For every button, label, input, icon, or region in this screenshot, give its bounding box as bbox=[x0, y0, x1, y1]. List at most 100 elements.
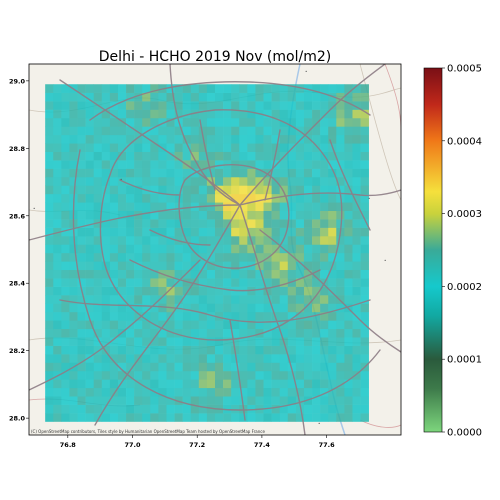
heatmap-cell bbox=[215, 227, 224, 237]
road-east bbox=[239, 189, 401, 206]
heatmap-cell bbox=[93, 244, 103, 254]
heatmap-cell bbox=[190, 295, 200, 304]
heatmap-cell bbox=[61, 370, 70, 380]
heatmap-cell bbox=[328, 370, 337, 380]
x-tick-label: 77.6 bbox=[319, 441, 336, 449]
heatmap-cell bbox=[247, 311, 256, 321]
heatmap-cell bbox=[287, 160, 297, 169]
heatmap-cell bbox=[303, 202, 313, 212]
heatmap-cell bbox=[150, 109, 159, 119]
heatmap-cell bbox=[190, 303, 200, 313]
heatmap-cell bbox=[93, 92, 103, 102]
heatmap-cell bbox=[231, 219, 240, 228]
heatmap-cell bbox=[198, 219, 208, 228]
heatmap-cell bbox=[352, 337, 361, 346]
heatmap-cell bbox=[263, 261, 272, 271]
heatmap-cell bbox=[93, 252, 103, 262]
heatmap-cell bbox=[271, 379, 280, 389]
heatmap-cell bbox=[271, 244, 280, 254]
heatmap-cell bbox=[134, 303, 143, 313]
heatmap-cell bbox=[61, 311, 70, 321]
heatmap-cell bbox=[352, 413, 361, 422]
heatmap-cell bbox=[360, 219, 369, 228]
heatmap-cell bbox=[255, 337, 264, 346]
heatmap-cell bbox=[336, 210, 345, 220]
heatmap-cell bbox=[85, 337, 94, 346]
heatmap-cell bbox=[295, 227, 305, 237]
heatmap-cell bbox=[336, 379, 345, 389]
heatmap-cell bbox=[295, 337, 305, 346]
heatmap-cell bbox=[109, 185, 119, 195]
heatmap-cell bbox=[303, 210, 313, 220]
place-label: • bbox=[318, 421, 320, 426]
heatmap-cell bbox=[198, 295, 208, 304]
heatmap-cell bbox=[295, 202, 305, 212]
heatmap-cell bbox=[109, 210, 119, 220]
heatmap-cell bbox=[182, 227, 192, 237]
heatmap-cell bbox=[295, 236, 305, 245]
heatmap-cell bbox=[198, 143, 208, 152]
heatmap-cell bbox=[320, 219, 329, 228]
heatmap-cell bbox=[61, 227, 70, 237]
heatmap-cell bbox=[150, 92, 159, 102]
heatmap-cell bbox=[239, 126, 248, 136]
heatmap-cell bbox=[150, 117, 159, 127]
heatmap-cell bbox=[247, 269, 256, 279]
heatmap-cell bbox=[287, 176, 297, 186]
heatmap-cell bbox=[190, 117, 200, 127]
heatmap-cell bbox=[239, 354, 248, 363]
heatmap-cell bbox=[45, 210, 54, 220]
heatmap-cell bbox=[77, 387, 86, 397]
heatmap-cell bbox=[142, 219, 151, 228]
heatmap-cell bbox=[182, 345, 192, 355]
heatmap-cell bbox=[85, 176, 94, 186]
heatmap-cell bbox=[117, 236, 127, 245]
heatmap-cell bbox=[126, 210, 135, 220]
heatmap-cell bbox=[312, 404, 321, 414]
heatmap-cell bbox=[295, 109, 305, 119]
heatmap-cell bbox=[85, 370, 94, 380]
heatmap-cell bbox=[287, 219, 297, 228]
heatmap-cell bbox=[239, 176, 248, 186]
heatmap-cell bbox=[174, 227, 183, 237]
heatmap-cell bbox=[93, 370, 103, 380]
heatmap-cell bbox=[53, 286, 62, 296]
heatmap-cell bbox=[93, 126, 103, 136]
heatmap-cell bbox=[158, 337, 167, 346]
heatmap-cell bbox=[101, 143, 111, 152]
heatmap-cell bbox=[109, 227, 119, 237]
heatmap-cell bbox=[101, 227, 111, 237]
heatmap-cell bbox=[320, 101, 329, 110]
heatmap-cell bbox=[295, 193, 305, 203]
heatmap-cell bbox=[61, 345, 70, 355]
heatmap-cell bbox=[239, 168, 248, 178]
heatmap-cell bbox=[344, 345, 353, 355]
heatmap-cell bbox=[182, 92, 192, 102]
heatmap-cell bbox=[61, 101, 70, 110]
heatmap-cell bbox=[271, 227, 280, 237]
heatmap-cell bbox=[198, 101, 208, 110]
heatmap-cell bbox=[223, 219, 232, 228]
heatmap-cell bbox=[231, 244, 240, 254]
heatmap-cell bbox=[174, 396, 183, 405]
heatmap-cell bbox=[271, 252, 280, 262]
heatmap-cell bbox=[344, 362, 353, 372]
heatmap-cell bbox=[336, 370, 345, 380]
heatmap-cell bbox=[328, 109, 337, 119]
y-tick-label: 28.6 bbox=[9, 212, 26, 220]
heatmap-cell bbox=[336, 354, 345, 363]
heatmap-cell bbox=[166, 185, 175, 195]
heatmap-cell bbox=[287, 320, 297, 330]
heatmap-cell bbox=[142, 286, 151, 296]
heatmap-cell bbox=[77, 345, 86, 355]
heatmap-cell bbox=[344, 269, 353, 279]
heatmap-cell bbox=[352, 379, 361, 389]
heatmap-cell bbox=[69, 261, 78, 271]
heatmap-cell bbox=[223, 311, 232, 321]
heatmap-cell bbox=[279, 396, 289, 405]
heatmap-cell bbox=[93, 202, 103, 212]
heatmap-cell bbox=[174, 126, 183, 136]
heatmap-cell bbox=[85, 354, 94, 363]
heatmap-cell bbox=[117, 387, 127, 397]
heatmap-cell bbox=[69, 168, 78, 178]
